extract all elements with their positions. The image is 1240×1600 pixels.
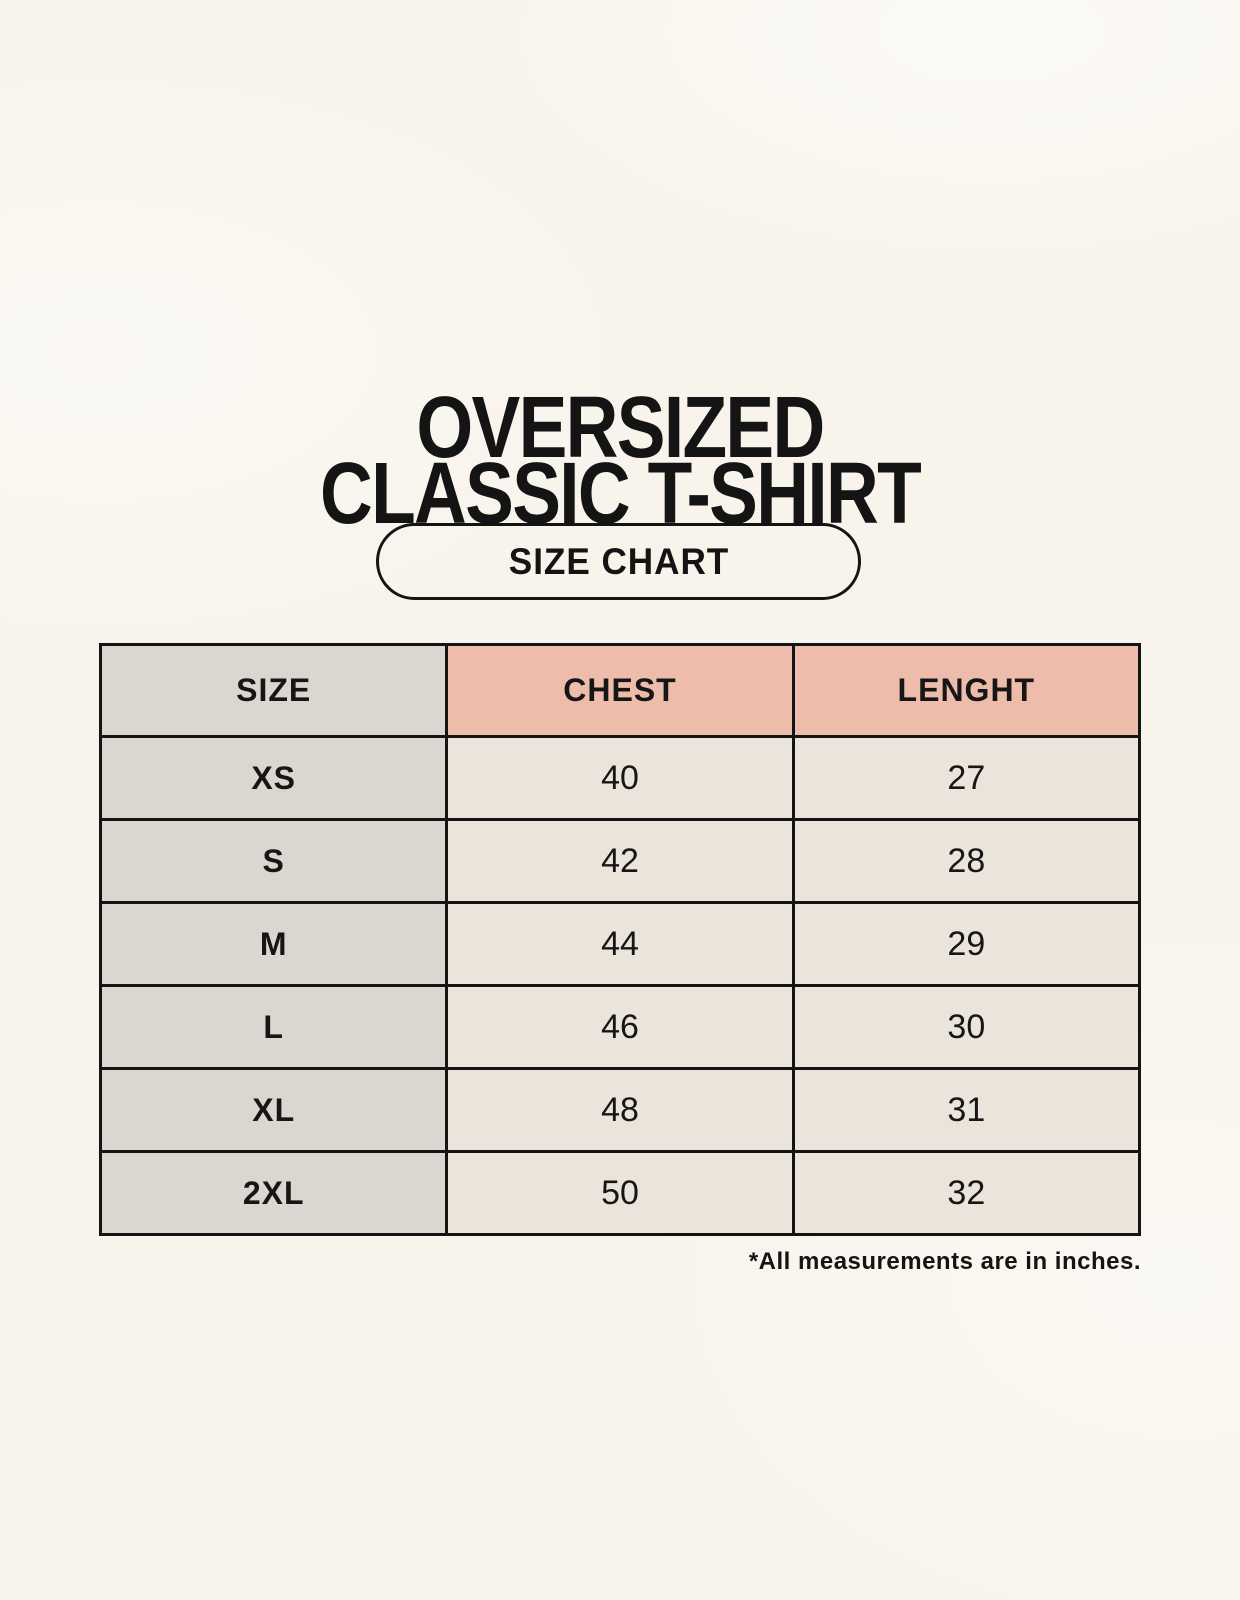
length-value-cell: 31	[791, 1067, 1142, 1153]
chest-value-cell: 48	[445, 1067, 795, 1153]
header-chest: CHEST	[445, 643, 795, 738]
length-value-cell: 32	[791, 1150, 1142, 1236]
chest-value-cell: 46	[445, 984, 795, 1070]
length-value-cell: 30	[791, 984, 1142, 1070]
table-row: XS 40 27	[98, 735, 1142, 821]
size-table: SIZE CHEST LENGHT XS 40 27 S 42 28 M 44 …	[98, 643, 1142, 1236]
chest-value-cell: 40	[445, 735, 795, 821]
size-label-cell: M	[98, 901, 449, 987]
size-chart-badge-label: SIZE CHART	[508, 540, 729, 582]
table-row: M 44 29	[98, 901, 1142, 987]
table-row: S 42 28	[98, 818, 1142, 904]
chest-value-cell: 44	[445, 901, 795, 987]
chest-value-cell: 42	[445, 818, 795, 904]
table-row: XL 48 31	[98, 1067, 1142, 1153]
size-label-cell: XL	[98, 1067, 449, 1153]
table-header-row: SIZE CHEST LENGHT	[98, 643, 1142, 738]
table-row: 2XL 50 32	[98, 1150, 1142, 1236]
header-size: SIZE	[98, 643, 449, 738]
header-length: LENGHT	[791, 643, 1142, 738]
size-label-cell: 2XL	[98, 1150, 449, 1236]
length-value-cell: 29	[791, 901, 1142, 987]
size-chart-badge[interactable]: SIZE CHART	[376, 523, 861, 600]
measurements-footnote: *All measurements are in inches.	[748, 1248, 1141, 1275]
length-value-cell: 28	[791, 818, 1142, 904]
product-title-line-2: CLASSIC T-SHIRT	[319, 445, 922, 543]
size-label-cell: S	[98, 818, 449, 904]
product-title-line-1: OVERSIZED	[416, 379, 825, 477]
size-label-cell: XS	[98, 735, 449, 821]
length-value-cell: 27	[791, 735, 1142, 821]
size-label-cell: L	[98, 984, 449, 1070]
product-title: OVERSIZED CLASSIC T-SHIRT	[99, 379, 1141, 543]
chest-value-cell: 50	[445, 1150, 795, 1236]
table-row: L 46 30	[98, 984, 1142, 1070]
